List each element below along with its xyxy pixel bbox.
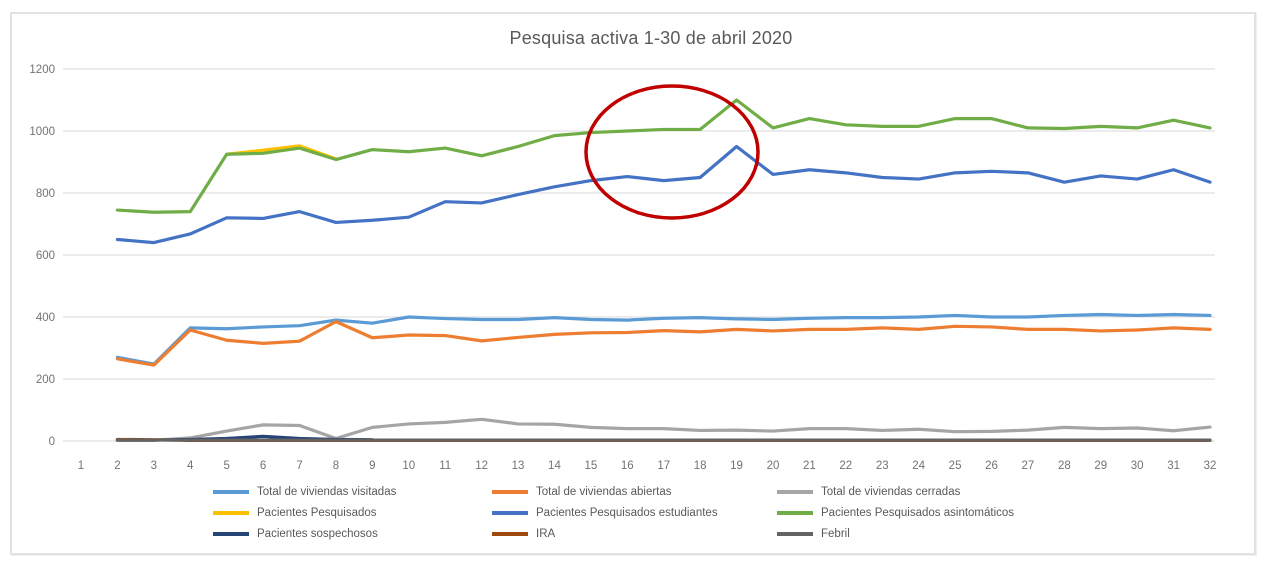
series-line-total-de-viviendas-abiertas — [115, 320, 1212, 367]
x-tick-label: 6 — [260, 460, 266, 472]
x-tick-label: 1 — [78, 460, 84, 472]
x-tick-label: 12 — [475, 460, 488, 472]
series-line-pacientes-pesquisados-estudiantes — [115, 144, 1212, 245]
x-tick-label: 28 — [1058, 460, 1071, 472]
series-line-pacientes-pesquisados-asintom-ticos — [115, 98, 1212, 214]
x-tick-label: 2 — [114, 460, 120, 472]
chart-frame: Pesquisa activa 1-30 de abril 2020 — [10, 12, 1256, 555]
x-tick-label: 11 — [439, 460, 451, 472]
x-tick-label: 16 — [621, 460, 634, 472]
series-line-total-de-viviendas-visitadas — [115, 312, 1212, 366]
x-tick-label: 23 — [876, 460, 889, 472]
x-tick-label: 19 — [730, 460, 743, 472]
x-tick-label: 26 — [985, 460, 998, 472]
x-tick-label: 17 — [657, 460, 670, 472]
annotation-ellipse — [584, 84, 760, 220]
chart-title: Pesquisa activa 1-30 de abril 2020 — [509, 28, 793, 48]
x-tick-label: 8 — [333, 460, 339, 472]
x-tick-label: 13 — [512, 460, 525, 472]
y-tick-label: 800 — [36, 188, 55, 200]
x-tick-label: 22 — [839, 460, 852, 472]
x-tick-label: 7 — [296, 460, 302, 472]
x-tick-label: 10 — [402, 460, 415, 472]
x-tick-label: 9 — [369, 460, 375, 472]
x-tick-label: 20 — [767, 460, 780, 472]
x-tick-label: 27 — [1022, 460, 1035, 472]
y-tick-label: 400 — [36, 312, 55, 324]
x-tick-label: 4 — [187, 460, 194, 472]
x-tick-label: 18 — [694, 460, 707, 472]
y-tick-label: 200 — [36, 374, 55, 386]
x-tick-label: 15 — [584, 460, 597, 472]
x-tick-label: 5 — [223, 460, 229, 472]
x-tick-label: 25 — [949, 460, 962, 472]
x-tick-label: 29 — [1094, 460, 1107, 472]
y-tick-label: 600 — [36, 250, 55, 262]
x-tick-label: 31 — [1167, 460, 1180, 472]
x-tick-label: 14 — [548, 460, 561, 472]
y-tick-label: 1200 — [29, 64, 55, 76]
y-tick-label: 0 — [49, 436, 55, 448]
series-line-total-de-viviendas-cerradas — [115, 417, 1212, 442]
y-tick-label: 1000 — [29, 126, 55, 138]
x-tick-label: 24 — [912, 460, 925, 472]
x-tick-label: 21 — [803, 460, 816, 472]
x-tick-label: 30 — [1131, 460, 1144, 472]
x-tick-label: 32 — [1204, 460, 1217, 472]
x-tick-label: 3 — [151, 460, 157, 472]
